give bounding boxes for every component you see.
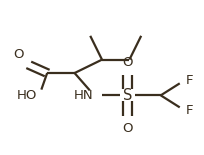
Text: S: S: [123, 88, 132, 103]
Text: F: F: [186, 104, 194, 117]
Text: O: O: [122, 56, 133, 69]
Text: O: O: [13, 48, 24, 61]
Text: HN: HN: [74, 89, 93, 102]
Text: F: F: [186, 74, 194, 87]
Text: O: O: [122, 122, 133, 135]
Text: HO: HO: [17, 89, 37, 102]
